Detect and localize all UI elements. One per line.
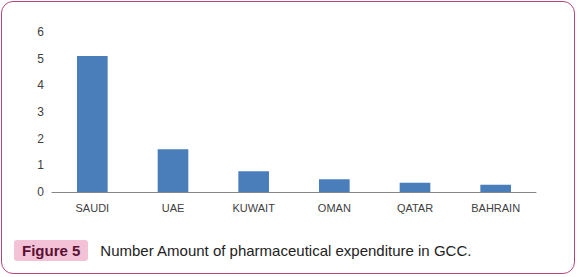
svg-text:OMAN: OMAN bbox=[318, 202, 351, 214]
svg-text:UAE: UAE bbox=[162, 202, 185, 214]
svg-text:KUWAIT: KUWAIT bbox=[232, 202, 275, 214]
svg-text:QATAR: QATAR bbox=[397, 202, 433, 214]
svg-text:BAHRAIN: BAHRAIN bbox=[471, 202, 520, 214]
svg-text:4: 4 bbox=[37, 78, 44, 92]
html-text:Number Amount of pharmaceutica: Number Amount of pharmaceutical expendit… bbox=[100, 241, 472, 259]
svg-text:0: 0 bbox=[37, 185, 44, 199]
svg-text:6: 6 bbox=[37, 25, 44, 39]
svg-text:3: 3 bbox=[37, 105, 44, 119]
html-text:Figure 5: Figure 5 bbox=[22, 241, 81, 259]
svg-text:5: 5 bbox=[37, 52, 44, 66]
svg-text:SAUDI: SAUDI bbox=[76, 202, 110, 214]
svg-text:2: 2 bbox=[37, 132, 44, 146]
svg-text:1: 1 bbox=[37, 158, 44, 172]
